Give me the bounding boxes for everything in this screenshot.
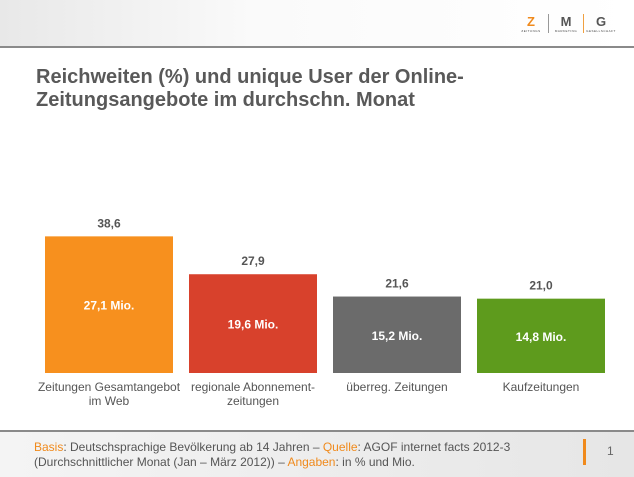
zmg-logo: Z ZEITUNGS M MARKETING G GESELLSCHAFT (514, 14, 618, 33)
inner-label: 27,1 Mio. (84, 299, 135, 313)
divider (583, 439, 586, 465)
footnote: Basis: Deutschsprachige Bevölkerung ab 1… (34, 440, 511, 469)
header-bar: Z ZEITUNGS M MARKETING G GESELLSCHAFT (0, 0, 634, 48)
value-label: 27,9 (241, 254, 265, 268)
page-title: Reichweiten (%) und unique User der Onli… (36, 66, 464, 111)
inner-label: 19,6 Mio. (228, 318, 279, 332)
bar (477, 298, 605, 373)
category-label: überreg. Zeitungen (346, 380, 447, 394)
category-label: regionale Abonnement- (191, 380, 315, 394)
value-label: 21,0 (529, 279, 553, 293)
inner-label: 14,8 Mio. (516, 330, 567, 344)
bar (189, 274, 317, 373)
category-label: Kaufzeitungen (503, 380, 580, 394)
bar (45, 236, 173, 373)
category-label: zeitungen (227, 394, 279, 408)
category-label: Zeitungen Gesamtangebot (38, 380, 181, 394)
value-label: 21,6 (385, 277, 409, 291)
value-label: 38,6 (97, 216, 121, 230)
page-number: 1 (607, 444, 614, 458)
inner-label: 15,2 Mio. (372, 329, 423, 343)
category-label: im Web (89, 394, 130, 408)
footer: Basis: Deutschsprachige Bevölkerung ab 1… (0, 430, 634, 477)
bar (333, 296, 461, 373)
